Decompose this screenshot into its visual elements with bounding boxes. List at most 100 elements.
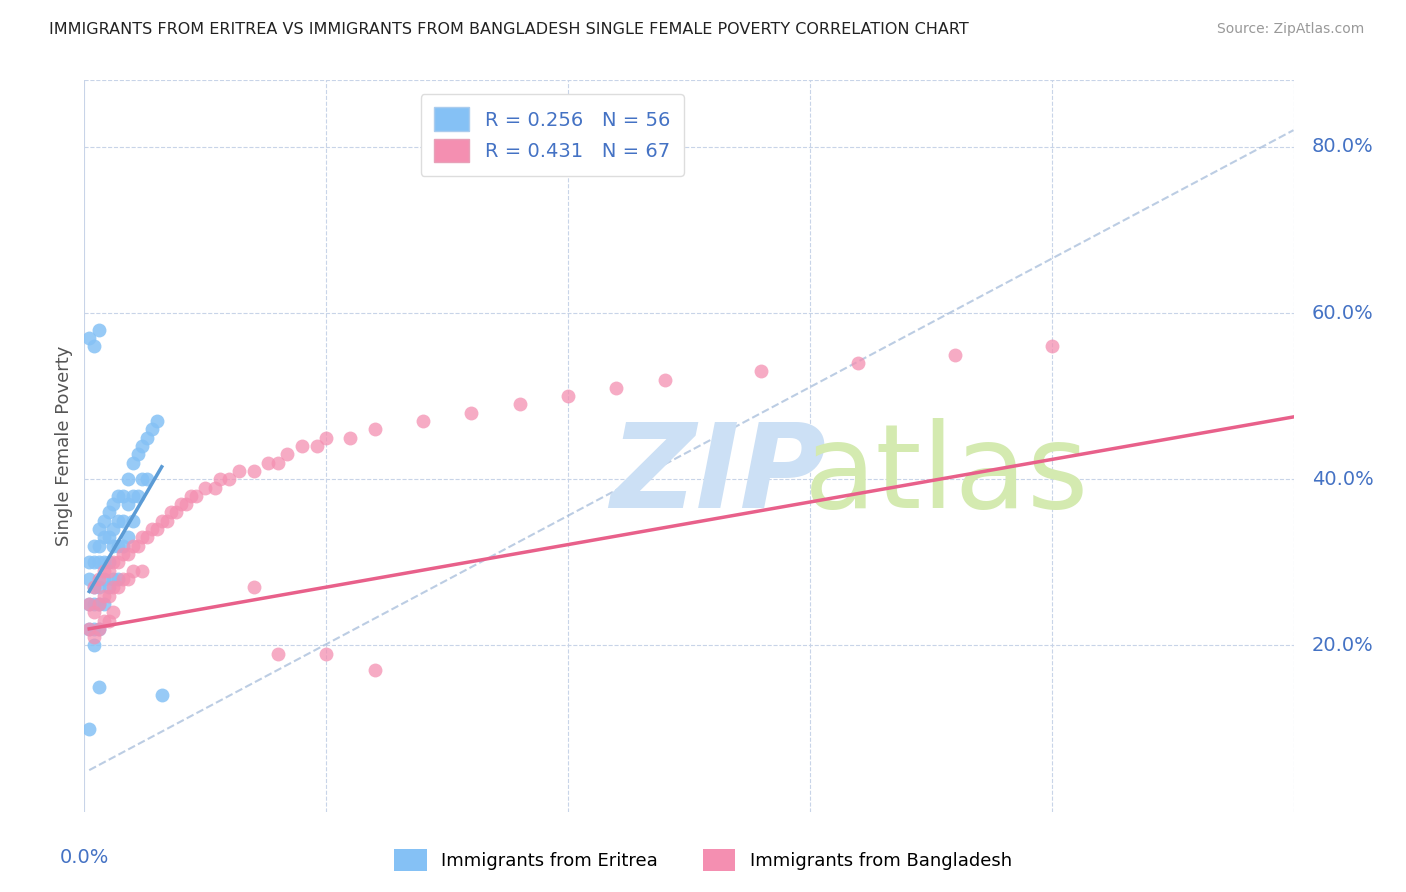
Text: 0.0%: 0.0% — [59, 848, 110, 867]
Point — [87, 522, 110, 536]
Point — [97, 580, 120, 594]
Point — [305, 439, 328, 453]
Point — [83, 539, 105, 553]
Point — [97, 614, 120, 628]
Point — [103, 572, 125, 586]
Point — [121, 564, 143, 578]
Point — [103, 497, 125, 511]
Point — [87, 572, 110, 586]
Point — [112, 547, 135, 561]
Y-axis label: Single Female Poverty: Single Female Poverty — [55, 346, 73, 546]
Point — [87, 580, 110, 594]
Point — [184, 489, 207, 503]
Point — [87, 539, 110, 553]
Point — [107, 489, 129, 503]
Point — [170, 497, 193, 511]
Point — [87, 323, 110, 337]
Point — [87, 597, 110, 611]
Point — [117, 472, 139, 486]
Text: ZIP: ZIP — [610, 417, 827, 533]
Point — [77, 331, 100, 345]
Point — [103, 539, 125, 553]
Point — [117, 547, 139, 561]
Point — [87, 622, 110, 636]
Point — [242, 464, 264, 478]
Text: Source: ZipAtlas.com: Source: ZipAtlas.com — [1216, 22, 1364, 37]
Point — [117, 497, 139, 511]
Point — [93, 564, 115, 578]
Point — [267, 456, 290, 470]
Text: 80.0%: 80.0% — [1312, 137, 1374, 156]
Point — [77, 622, 100, 636]
Point — [121, 514, 143, 528]
Point — [174, 497, 197, 511]
Point — [93, 597, 115, 611]
Point — [93, 514, 115, 528]
Point — [150, 514, 173, 528]
Point — [315, 431, 337, 445]
Point — [103, 605, 125, 619]
Point — [218, 472, 240, 486]
Point — [242, 580, 264, 594]
Point — [77, 572, 100, 586]
Point — [1040, 339, 1063, 353]
Text: IMMIGRANTS FROM ERITREA VS IMMIGRANTS FROM BANGLADESH SINGLE FEMALE POVERTY CORR: IMMIGRANTS FROM ERITREA VS IMMIGRANTS FR… — [49, 22, 969, 37]
Point — [136, 431, 159, 445]
Point — [93, 589, 115, 603]
Point — [257, 456, 280, 470]
Point — [87, 680, 110, 694]
Point — [97, 555, 120, 569]
Point — [127, 447, 149, 461]
Point — [83, 630, 105, 644]
Point — [97, 506, 120, 520]
Point — [107, 539, 129, 553]
Point — [654, 372, 676, 386]
Point — [103, 555, 125, 569]
Point — [131, 530, 153, 544]
Point — [83, 339, 105, 353]
Point — [97, 564, 120, 578]
Point — [103, 580, 125, 594]
Point — [83, 639, 105, 653]
Point — [605, 381, 627, 395]
Point — [97, 589, 120, 603]
Point — [77, 597, 100, 611]
Point — [93, 572, 115, 586]
Point — [87, 622, 110, 636]
Point — [141, 422, 163, 436]
Point — [107, 572, 129, 586]
Text: atlas: atlas — [804, 417, 1090, 533]
Point — [228, 464, 250, 478]
Point — [131, 472, 153, 486]
Point — [146, 522, 169, 536]
Text: 40.0%: 40.0% — [1312, 470, 1374, 489]
Point — [117, 572, 139, 586]
Point — [121, 456, 143, 470]
Text: 60.0%: 60.0% — [1312, 303, 1374, 323]
Point — [127, 539, 149, 553]
Point — [87, 597, 110, 611]
Point — [97, 530, 120, 544]
Point — [107, 514, 129, 528]
Point — [77, 622, 100, 636]
Point — [83, 622, 105, 636]
Point — [107, 555, 129, 569]
Point — [194, 481, 217, 495]
Point — [77, 722, 100, 736]
Point — [83, 555, 105, 569]
Legend: Immigrants from Eritrea, Immigrants from Bangladesh: Immigrants from Eritrea, Immigrants from… — [387, 842, 1019, 879]
Point — [83, 580, 105, 594]
Point — [460, 406, 482, 420]
Point — [846, 356, 869, 370]
Point — [204, 481, 226, 495]
Point — [363, 422, 385, 436]
Point — [315, 647, 337, 661]
Point — [412, 414, 434, 428]
Legend: R = 0.256   N = 56, R = 0.431   N = 67: R = 0.256 N = 56, R = 0.431 N = 67 — [420, 94, 683, 176]
Point — [131, 564, 153, 578]
Point — [93, 614, 115, 628]
Point — [112, 514, 135, 528]
Point — [121, 539, 143, 553]
Point — [121, 489, 143, 503]
Point — [146, 414, 169, 428]
